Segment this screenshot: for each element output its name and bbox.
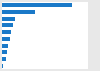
Bar bbox=[2, 24, 13, 27]
Bar bbox=[2, 50, 7, 54]
Bar bbox=[2, 64, 3, 68]
Bar bbox=[2, 57, 6, 61]
Bar bbox=[2, 37, 10, 41]
Bar bbox=[2, 3, 72, 7]
Bar bbox=[2, 44, 8, 47]
Bar bbox=[2, 17, 15, 21]
Bar bbox=[2, 30, 11, 34]
Bar bbox=[2, 10, 35, 14]
